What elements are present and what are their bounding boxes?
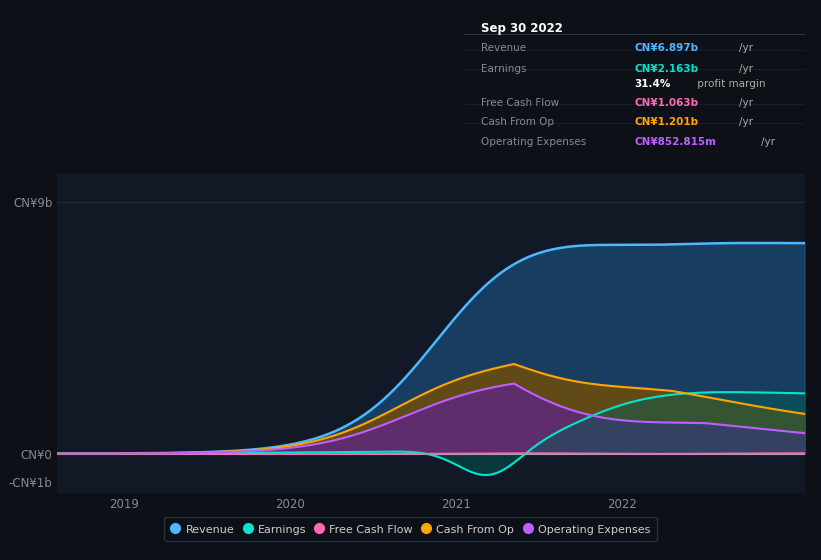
Text: 31.4%: 31.4% <box>635 79 671 89</box>
Text: /yr: /yr <box>761 137 775 147</box>
Text: Free Cash Flow: Free Cash Flow <box>481 98 559 108</box>
Text: profit margin: profit margin <box>694 79 765 89</box>
Text: Earnings: Earnings <box>481 64 526 74</box>
Text: CN¥852.815m: CN¥852.815m <box>635 137 716 147</box>
Text: /yr: /yr <box>739 64 753 74</box>
Text: Revenue: Revenue <box>481 43 526 53</box>
Text: CN¥6.897b: CN¥6.897b <box>635 43 699 53</box>
Text: CN¥2.163b: CN¥2.163b <box>635 64 699 74</box>
Text: CN¥1.063b: CN¥1.063b <box>635 98 699 108</box>
Text: /yr: /yr <box>739 118 753 127</box>
Text: /yr: /yr <box>739 43 753 53</box>
Text: /yr: /yr <box>739 98 753 108</box>
Text: Operating Expenses: Operating Expenses <box>481 137 586 147</box>
Legend: Revenue, Earnings, Free Cash Flow, Cash From Op, Operating Expenses: Revenue, Earnings, Free Cash Flow, Cash … <box>164 517 657 542</box>
Text: Cash From Op: Cash From Op <box>481 118 554 127</box>
Text: Sep 30 2022: Sep 30 2022 <box>481 22 562 35</box>
Text: CN¥1.201b: CN¥1.201b <box>635 118 699 127</box>
